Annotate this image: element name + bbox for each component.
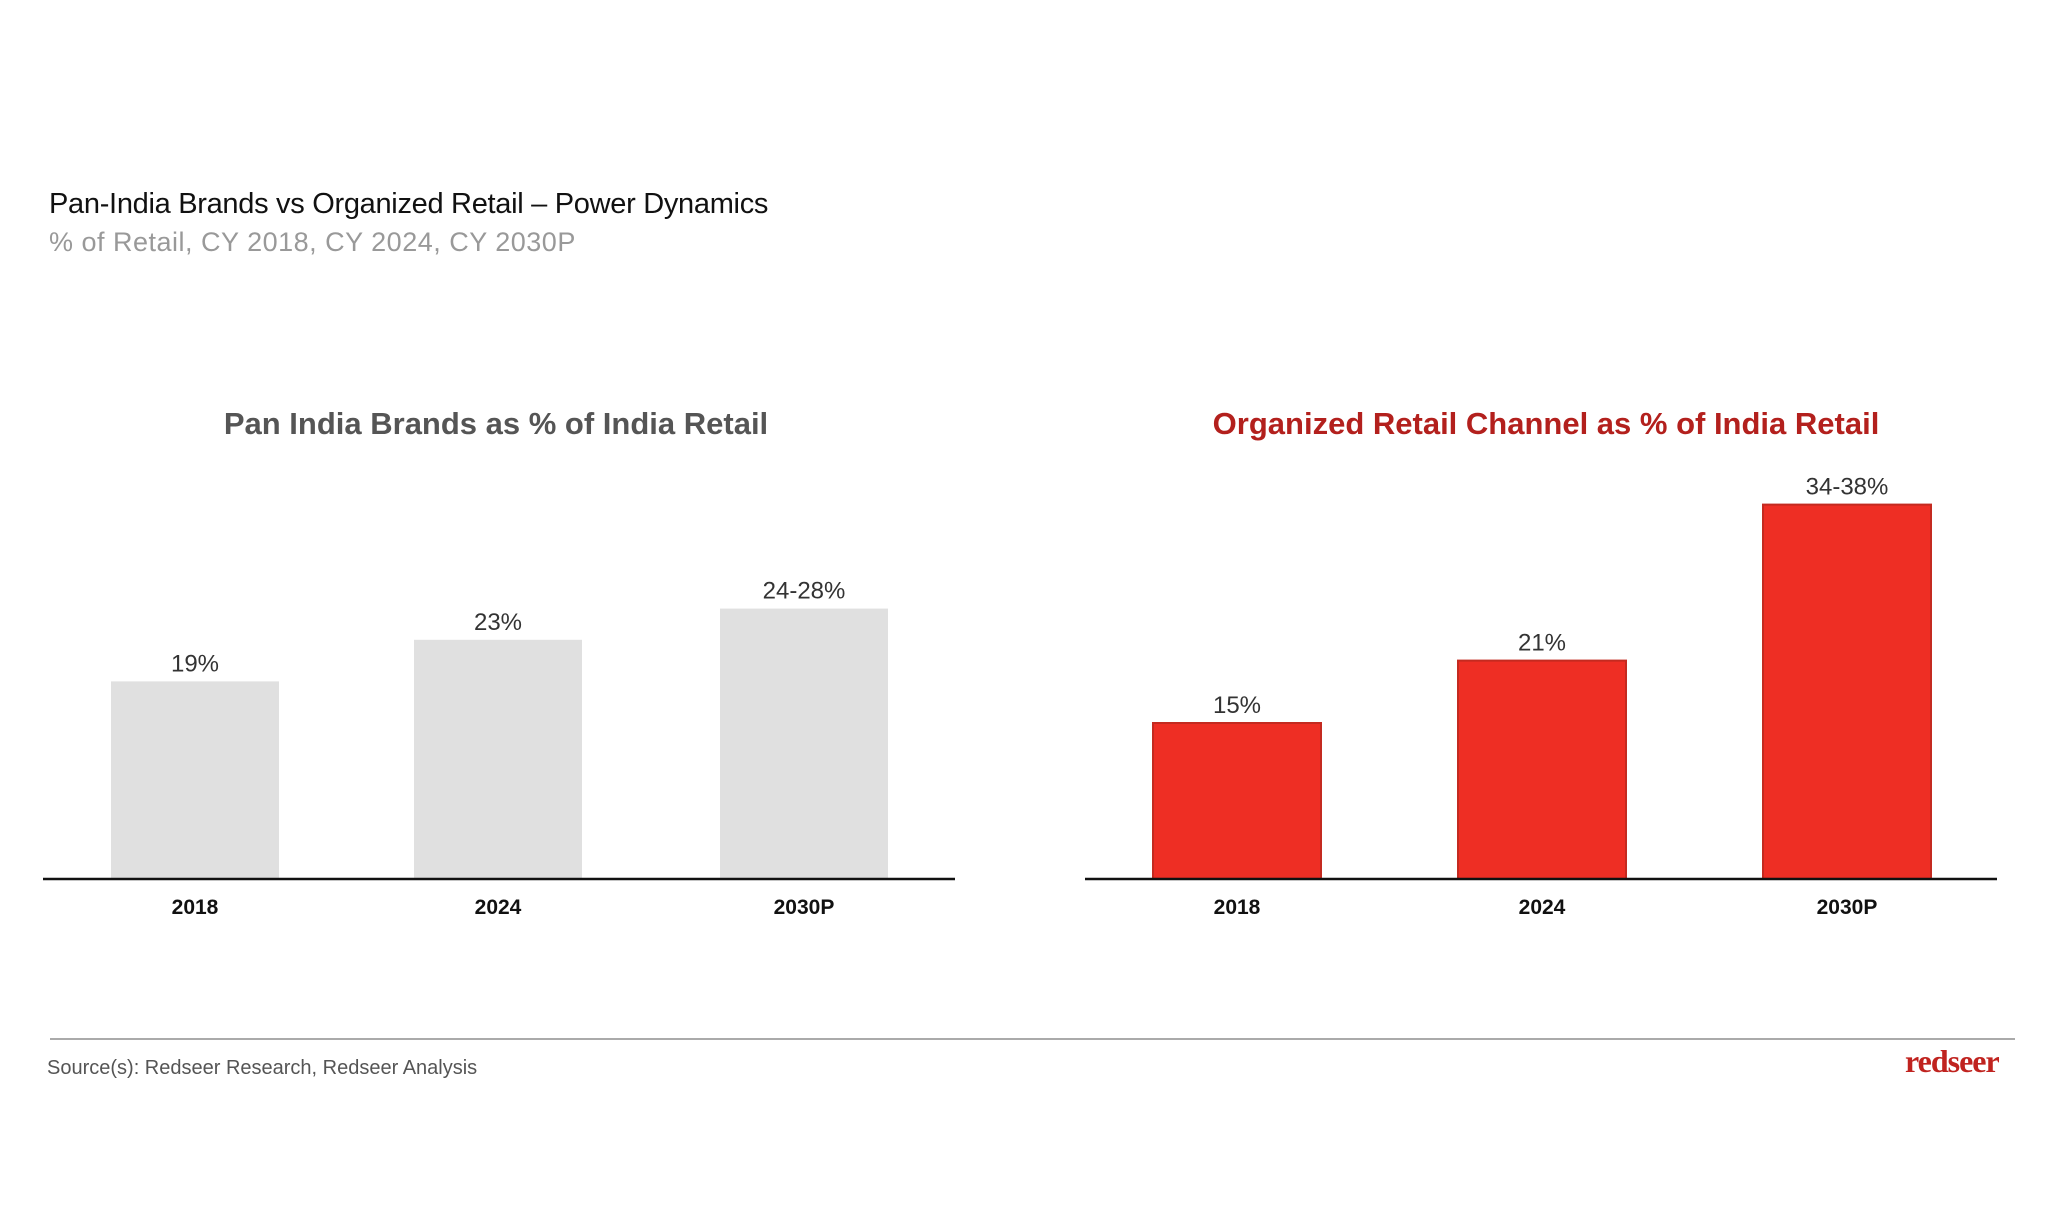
x-tick-label: 2018 [1214,896,1261,919]
right-chart-title: Organized Retail Channel as % of India R… [1212,406,1880,441]
data-label: 34-38% [1806,474,1889,501]
bar-2024 [414,639,582,879]
bar-2018 [111,681,279,879]
bar-2030P [720,608,888,879]
source-note: Source(s): Redseer Research, Redseer Ana… [47,1057,478,1079]
data-label: 21% [1518,630,1566,657]
footer-divider [50,1038,2015,1040]
x-tick-label: 2024 [1519,896,1566,919]
bar-2030P [1762,503,1932,880]
data-label: 19% [171,650,219,677]
x-tick-label: 2018 [172,896,219,919]
left-chart-title: Pan India Brands as % of India Retail [223,406,769,441]
x-tick-label: 2024 [475,896,522,919]
page-title: Pan-India Brands vs Organized Retail – P… [49,188,769,220]
bar-2018 [1152,722,1322,880]
data-label: 24-28% [763,578,846,605]
data-label: 23% [474,609,522,636]
data-label: 15% [1213,692,1261,719]
x-tick-label: 2030P [774,896,835,919]
redseer-logo: redseer [1905,1043,2000,1079]
page-subtitle: % of Retail, CY 2018, CY 2024, CY 2030P [49,227,576,257]
x-tick-label: 2030P [1817,896,1878,919]
bar-2024 [1457,659,1627,880]
